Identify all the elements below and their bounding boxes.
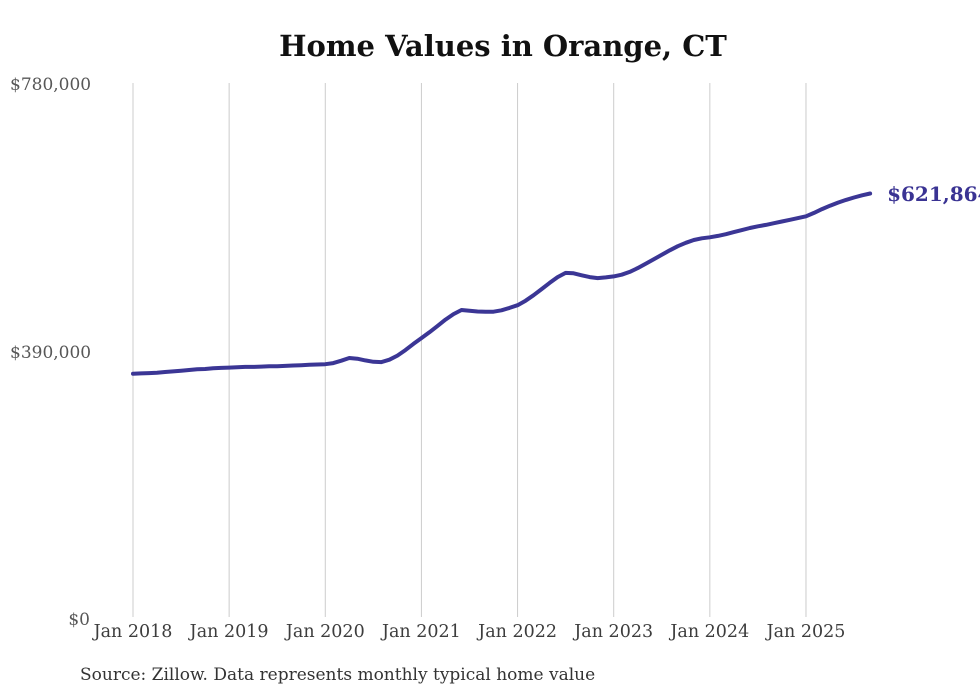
gridline-group: [132, 83, 807, 617]
home-value-line: [131, 191, 873, 376]
y-tick-label: $780,000: [10, 75, 92, 95]
x-tick-label: Jan 2024: [670, 622, 750, 642]
chart-title: Home Values in Orange, CT: [279, 29, 727, 63]
x-tick-label: Jan 2019: [189, 622, 269, 642]
x-tick-label: Jan 2018: [93, 622, 173, 642]
x-tick-label: Jan 2023: [574, 622, 654, 642]
y-tick-label: $390,000: [10, 342, 92, 363]
x-tick-label: Jan 2021: [381, 622, 461, 642]
x-tick-label: Jan 2020: [285, 622, 365, 642]
x-tick-label: Jan 2022: [478, 622, 558, 642]
final-value-label: $621,864: [887, 181, 980, 206]
x-tick-label: Jan 2025: [766, 622, 846, 642]
y-tick-label: $0: [68, 610, 90, 630]
source-note: Source: Zillow. Data represents monthly …: [80, 665, 596, 685]
